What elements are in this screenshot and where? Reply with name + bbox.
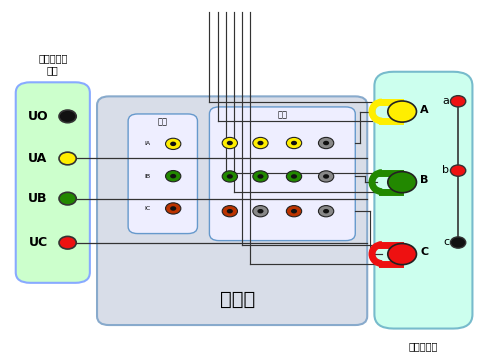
Circle shape [252, 206, 267, 217]
Circle shape [387, 244, 416, 264]
Circle shape [170, 142, 176, 146]
Text: c: c [443, 237, 448, 247]
Circle shape [59, 192, 76, 205]
Circle shape [252, 137, 267, 149]
Text: 三相变压器: 三相变压器 [408, 341, 437, 351]
Circle shape [222, 206, 237, 217]
Text: 激出: 激出 [157, 118, 168, 126]
Circle shape [165, 138, 180, 149]
Text: UO: UO [28, 110, 48, 123]
Circle shape [449, 237, 465, 248]
FancyBboxPatch shape [209, 107, 355, 241]
Circle shape [252, 171, 267, 182]
FancyBboxPatch shape [128, 114, 197, 234]
Circle shape [257, 209, 263, 213]
Circle shape [323, 141, 328, 145]
Circle shape [449, 95, 465, 107]
FancyBboxPatch shape [97, 96, 366, 325]
Circle shape [323, 209, 328, 213]
Text: b: b [442, 165, 448, 175]
Text: IC: IC [144, 206, 150, 211]
Circle shape [387, 171, 416, 193]
Circle shape [170, 174, 176, 179]
Text: UA: UA [28, 152, 48, 165]
Text: a: a [442, 95, 448, 105]
Circle shape [449, 165, 465, 176]
Circle shape [59, 152, 76, 165]
Circle shape [257, 174, 263, 179]
Circle shape [318, 171, 333, 182]
Circle shape [387, 101, 416, 122]
Circle shape [226, 174, 232, 179]
Text: B: B [420, 175, 428, 185]
Circle shape [222, 137, 237, 149]
Circle shape [59, 236, 76, 249]
Circle shape [290, 141, 297, 145]
Circle shape [59, 110, 76, 123]
Circle shape [165, 203, 180, 214]
Circle shape [170, 206, 176, 211]
Text: UB: UB [28, 192, 48, 205]
Circle shape [290, 174, 297, 179]
Circle shape [290, 209, 297, 213]
Text: 三相調壓器
輸出: 三相調壓器 輸出 [38, 54, 67, 75]
FancyBboxPatch shape [373, 72, 471, 329]
Circle shape [286, 171, 301, 182]
Circle shape [226, 209, 232, 213]
Text: C: C [420, 247, 428, 257]
FancyBboxPatch shape [16, 82, 90, 283]
Circle shape [323, 174, 328, 179]
Circle shape [286, 137, 301, 149]
Text: UC: UC [28, 236, 48, 249]
Text: IB: IB [144, 174, 150, 179]
Circle shape [222, 171, 237, 182]
Circle shape [226, 141, 232, 145]
Circle shape [318, 137, 333, 149]
Circle shape [165, 170, 180, 182]
Text: IA: IA [144, 141, 150, 146]
Text: 测试仪: 测试仪 [219, 290, 254, 309]
Circle shape [318, 206, 333, 217]
Text: A: A [420, 105, 428, 115]
Circle shape [286, 206, 301, 217]
Text: 测量: 测量 [277, 110, 287, 119]
Circle shape [257, 141, 263, 145]
